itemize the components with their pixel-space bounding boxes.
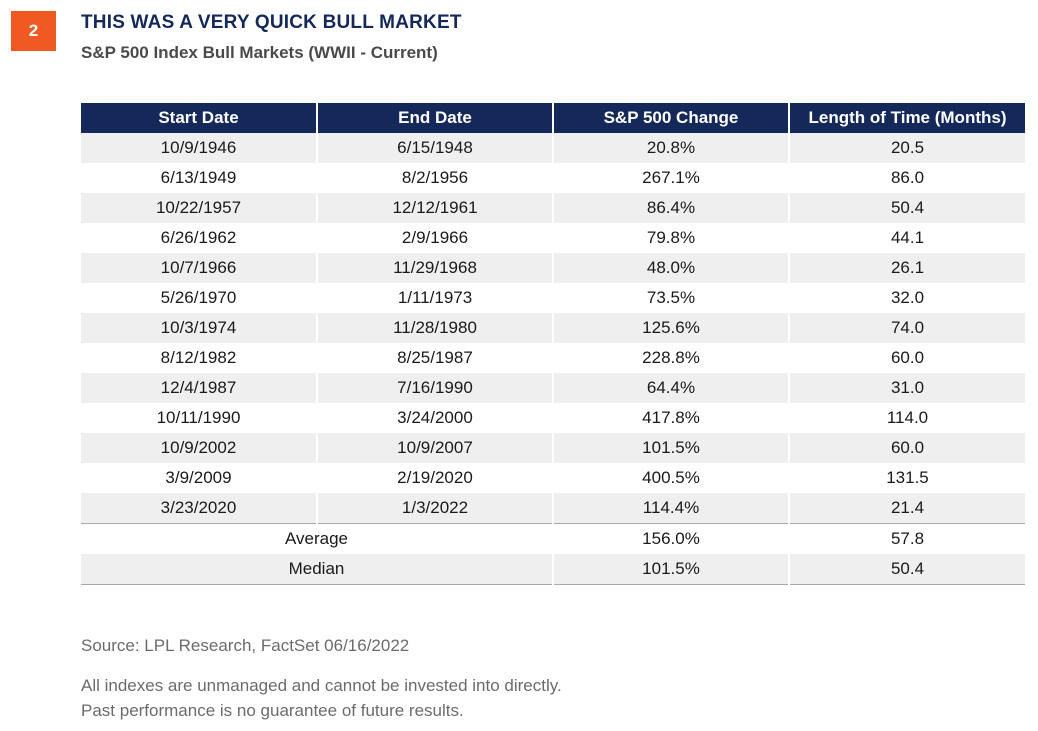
end-date-cell: 2/19/2020 [316,463,553,493]
change-cell: 228.8% [552,343,789,373]
change-cell: 101.5% [552,433,789,463]
start-date-cell: 10/22/1957 [81,193,317,223]
table-row: 6/26/1962 2/9/1966 79.8% 44.1 [81,223,1025,253]
change-cell: 114.4% [552,493,789,524]
change-cell: 400.5% [552,463,789,493]
start-date-cell: 8/12/1982 [81,343,317,373]
source-note: Source: LPL Research, FactSet 06/16/2022 [81,636,410,655]
end-date-cell: 8/2/1956 [316,163,553,193]
change-cell: 64.4% [552,373,789,403]
start-date-cell: 6/13/1949 [81,163,317,193]
end-date-cell: 1/3/2022 [316,493,553,524]
length-cell: 20.5 [788,133,1025,163]
figure-number-badge: 2 [11,11,56,51]
disclaimer-line-2: Past performance is no guarantee of futu… [81,701,464,720]
disclaimer: All indexes are unmanaged and cannot be … [81,673,562,723]
start-date-cell: 10/7/1966 [81,253,317,283]
median-change: 101.5% [552,554,789,585]
end-date-cell: 2/9/1966 [316,223,553,253]
start-date-cell: 10/9/2002 [81,433,317,463]
start-date-cell: 12/4/1987 [81,373,317,403]
change-cell: 48.0% [552,253,789,283]
table-row: 8/12/1982 8/25/1987 228.8% 60.0 [81,343,1025,373]
table-row: 3/9/2009 2/19/2020 400.5% 131.5 [81,463,1025,493]
table-row: 12/4/1987 7/16/1990 64.4% 31.0 [81,373,1025,403]
length-cell: 44.1 [788,223,1025,253]
end-date-cell: 6/15/1948 [316,133,553,163]
table-row: 10/3/1974 11/28/1980 125.6% 74.0 [81,313,1025,343]
length-cell: 21.4 [788,493,1025,524]
end-date-cell: 7/16/1990 [316,373,553,403]
change-cell: 86.4% [552,193,789,223]
length-cell: 32.0 [788,283,1025,313]
average-label: Average [81,523,553,554]
end-date-cell: 10/9/2007 [316,433,553,463]
change-cell: 417.8% [552,403,789,433]
table-row: 10/9/1946 6/15/1948 20.8% 20.5 [81,133,1025,163]
median-length: 50.4 [788,554,1025,585]
average-change: 156.0% [552,523,789,554]
table-row: 5/26/1970 1/11/1973 73.5% 32.0 [81,283,1025,313]
length-cell: 131.5 [788,463,1025,493]
disclaimer-line-1: All indexes are unmanaged and cannot be … [81,676,562,695]
end-date-cell: 8/25/1987 [316,343,553,373]
chart-title: THIS WAS A VERY QUICK BULL MARKET [81,12,462,33]
table-row: 10/11/1990 3/24/2000 417.8% 114.0 [81,403,1025,433]
change-cell: 267.1% [552,163,789,193]
median-row: Median 101.5% 50.4 [81,554,1025,585]
start-date-cell: 10/11/1990 [81,403,317,433]
table-row: 10/7/1966 11/29/1968 48.0% 26.1 [81,253,1025,283]
bull-markets-table: Start Date End Date S&P 500 Change Lengt… [81,103,1025,585]
length-cell: 114.0 [788,403,1025,433]
median-label: Median [81,554,553,585]
length-cell: 60.0 [788,433,1025,463]
length-cell: 60.0 [788,343,1025,373]
header-length-months: Length of Time (Months) [788,103,1025,133]
start-date-cell: 5/26/1970 [81,283,317,313]
change-cell: 20.8% [552,133,789,163]
start-date-cell: 3/9/2009 [81,463,317,493]
end-date-cell: 11/28/1980 [316,313,553,343]
length-cell: 86.0 [788,163,1025,193]
end-date-cell: 3/24/2000 [316,403,553,433]
table-row: 10/22/1957 12/12/1961 86.4% 50.4 [81,193,1025,223]
table-row: 3/23/2020 1/3/2022 114.4% 21.4 [81,493,1025,524]
length-cell: 26.1 [788,253,1025,283]
start-date-cell: 6/26/1962 [81,223,317,253]
end-date-cell: 1/11/1973 [316,283,553,313]
start-date-cell: 10/9/1946 [81,133,317,163]
average-row: Average 156.0% 57.8 [81,523,1025,554]
chart-subtitle: S&P 500 Index Bull Markets (WWII - Curre… [81,43,438,62]
end-date-cell: 11/29/1968 [316,253,553,283]
length-cell: 31.0 [788,373,1025,403]
table-header-row: Start Date End Date S&P 500 Change Lengt… [81,103,1025,133]
table-body: 10/9/1946 6/15/1948 20.8% 20.5 6/13/1949 8/2/… [81,133,1025,524]
header-end-date: End Date [316,103,553,133]
start-date-cell: 10/3/1974 [81,313,317,343]
average-length: 57.8 [788,523,1025,554]
length-cell: 50.4 [788,193,1025,223]
header-start-date: Start Date [81,103,317,133]
length-cell: 74.0 [788,313,1025,343]
change-cell: 79.8% [552,223,789,253]
header-sp500-change: S&P 500 Change [552,103,789,133]
change-cell: 125.6% [552,313,789,343]
table-row: 10/9/2002 10/9/2007 101.5% 60.0 [81,433,1025,463]
table-row: 6/13/1949 8/2/1956 267.1% 86.0 [81,163,1025,193]
change-cell: 73.5% [552,283,789,313]
start-date-cell: 3/23/2020 [81,493,317,524]
end-date-cell: 12/12/1961 [316,193,553,223]
